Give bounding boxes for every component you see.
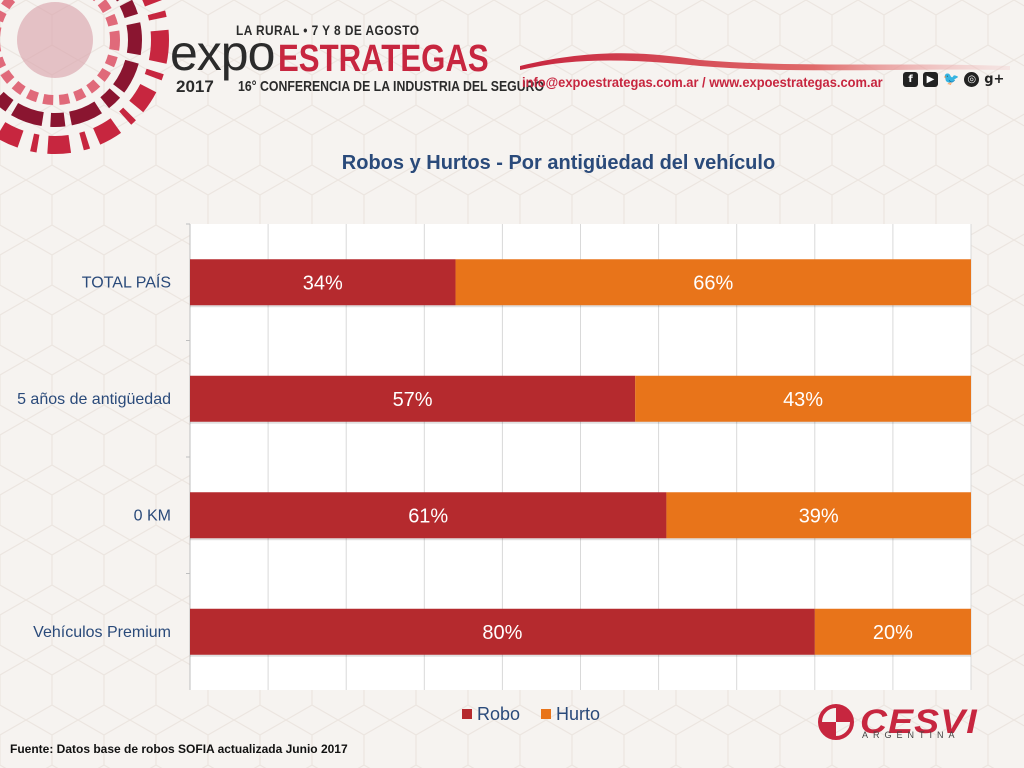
data-label: 20% bbox=[873, 622, 913, 644]
corner-circle-decoration bbox=[0, 0, 169, 154]
legend-swatch-robo bbox=[462, 709, 472, 719]
bar-robo bbox=[190, 492, 667, 539]
source-footnote: Fuente: Datos base de robos SOFIA actual… bbox=[10, 742, 348, 756]
category-label: 5 años de antigüedad bbox=[17, 391, 171, 408]
legend-label-hurto: Hurto bbox=[556, 704, 600, 724]
conference-subtitle: 16° CONFERENCIA DE LA INDUSTRIA DEL SEGU… bbox=[238, 78, 545, 95]
bar-robo bbox=[190, 259, 456, 306]
logo-year: 2017 bbox=[176, 77, 214, 96]
bar-robo bbox=[190, 375, 636, 422]
chart-title: Robos y Hurtos - Por antigüedad del vehí… bbox=[341, 152, 776, 174]
legend-swatch-hurto bbox=[541, 709, 551, 719]
legend-label-robo: Robo bbox=[477, 704, 520, 724]
data-label: 66% bbox=[693, 272, 733, 294]
data-label: 43% bbox=[783, 389, 823, 411]
data-label: 57% bbox=[393, 389, 433, 411]
cesvi-brand: CESVI bbox=[860, 703, 978, 741]
bar-hurto bbox=[814, 608, 971, 655]
data-label: 80% bbox=[482, 622, 522, 644]
facebook-icon: f bbox=[903, 72, 918, 87]
google-plus-icon: g+ bbox=[984, 72, 1005, 87]
category-label: TOTAL PAÍS bbox=[82, 272, 171, 291]
bar-hurto bbox=[455, 259, 971, 306]
swoosh-decoration bbox=[520, 53, 1010, 71]
cesvi-logo-icon bbox=[818, 704, 854, 740]
bar-hurto bbox=[635, 375, 971, 422]
logo-expo-text: expo bbox=[170, 25, 275, 81]
data-label: 34% bbox=[303, 272, 343, 294]
contact-info: info@expoestrategas.com.ar / www.expoest… bbox=[522, 74, 883, 90]
data-label: 61% bbox=[408, 505, 448, 527]
social-icons: f ▶ 🐦 ◎ g+ bbox=[903, 72, 1004, 87]
data-label: 39% bbox=[799, 505, 839, 527]
category-label: Vehículos Premium bbox=[33, 624, 171, 641]
twitter-icon: 🐦 bbox=[943, 72, 960, 87]
event-date-line: LA RURAL • 7 Y 8 DE AGOSTO bbox=[236, 22, 420, 38]
cesvi-brand-sub: ARGENTINA bbox=[862, 730, 960, 740]
category-label: 0 KM bbox=[134, 507, 171, 524]
instagram-icon: ◎ bbox=[964, 72, 980, 87]
youtube-icon: ▶ bbox=[923, 72, 938, 87]
bar-hurto bbox=[666, 492, 971, 539]
bar-robo bbox=[190, 608, 815, 655]
logo-estrategas-text: ESTRATEGAS bbox=[278, 38, 489, 80]
